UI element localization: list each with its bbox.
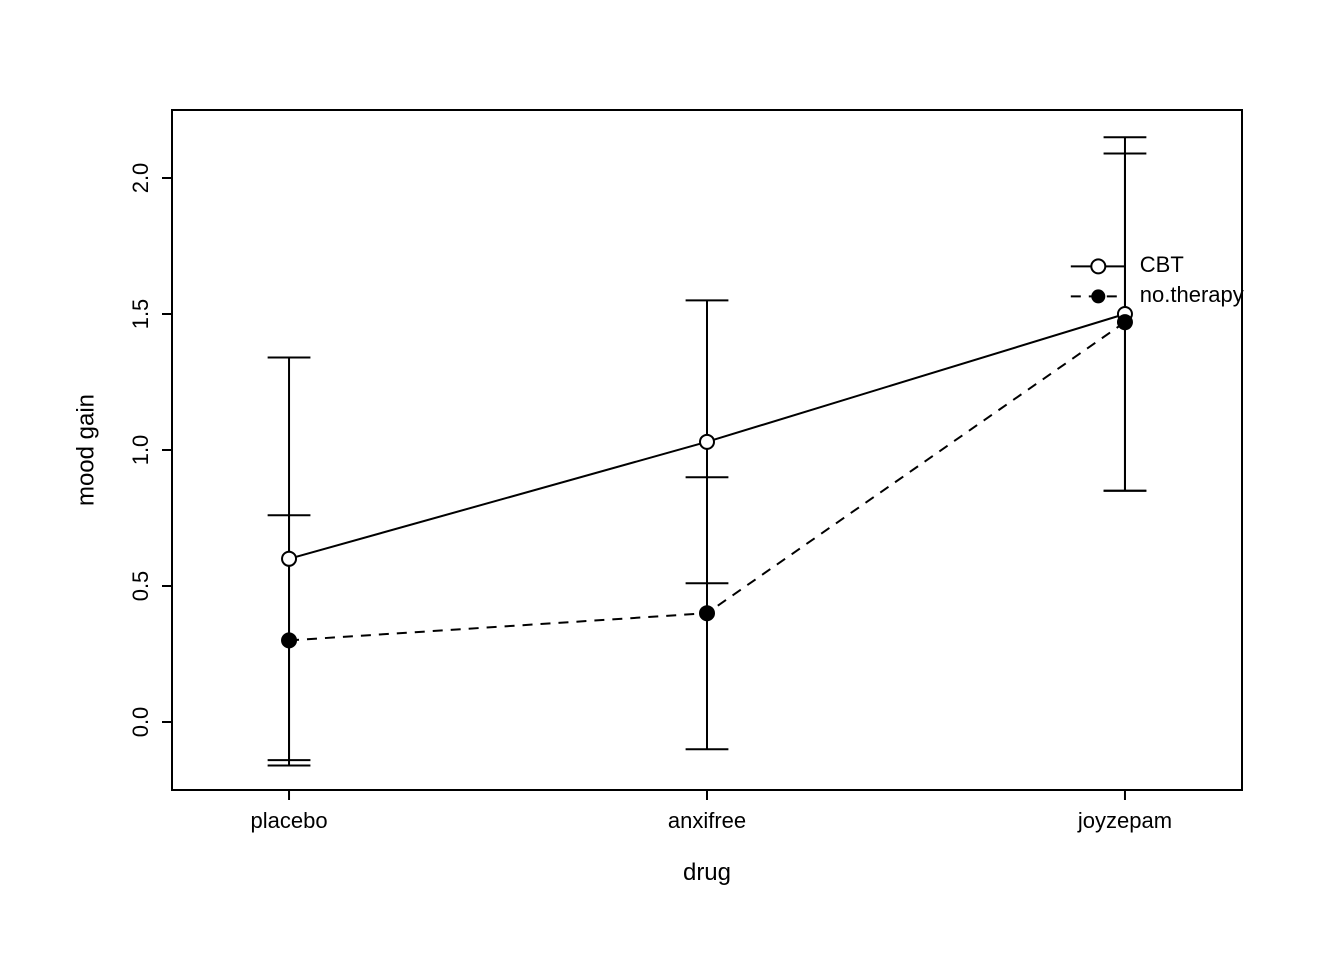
legend-marker xyxy=(1091,259,1105,273)
legend-label: CBT xyxy=(1140,252,1184,277)
legend-marker xyxy=(1091,289,1105,303)
chart-container: 0.0 0.5 1.0 1.5 2.0 mood gain placebo anxifree j… xyxy=(0,0,1344,960)
y-tick-label: 1.0 xyxy=(128,435,153,466)
x-axis-label: drug xyxy=(683,859,731,886)
y-tick-label: 2.0 xyxy=(128,163,153,194)
marker-filled-circle xyxy=(1118,315,1132,329)
legend-label: no.therapy xyxy=(1140,282,1244,307)
marker-open-circle xyxy=(700,435,714,449)
y-tick-label: 1.5 xyxy=(128,299,153,330)
x-tick-label: placebo xyxy=(250,808,327,833)
x-tick-label: joyzepam xyxy=(1077,808,1172,833)
x-tick-label: anxifree xyxy=(668,808,746,833)
marker-open-circle xyxy=(282,552,296,566)
y-tick-label: 0.5 xyxy=(128,571,153,602)
y-axis-label: mood gain xyxy=(72,394,99,506)
marker-filled-circle xyxy=(700,606,714,620)
y-tick-label: 0.0 xyxy=(128,707,153,738)
marker-filled-circle xyxy=(282,633,296,647)
interaction-plot: 0.0 0.5 1.0 1.5 2.0 mood gain placebo anxifree j… xyxy=(0,0,1344,960)
